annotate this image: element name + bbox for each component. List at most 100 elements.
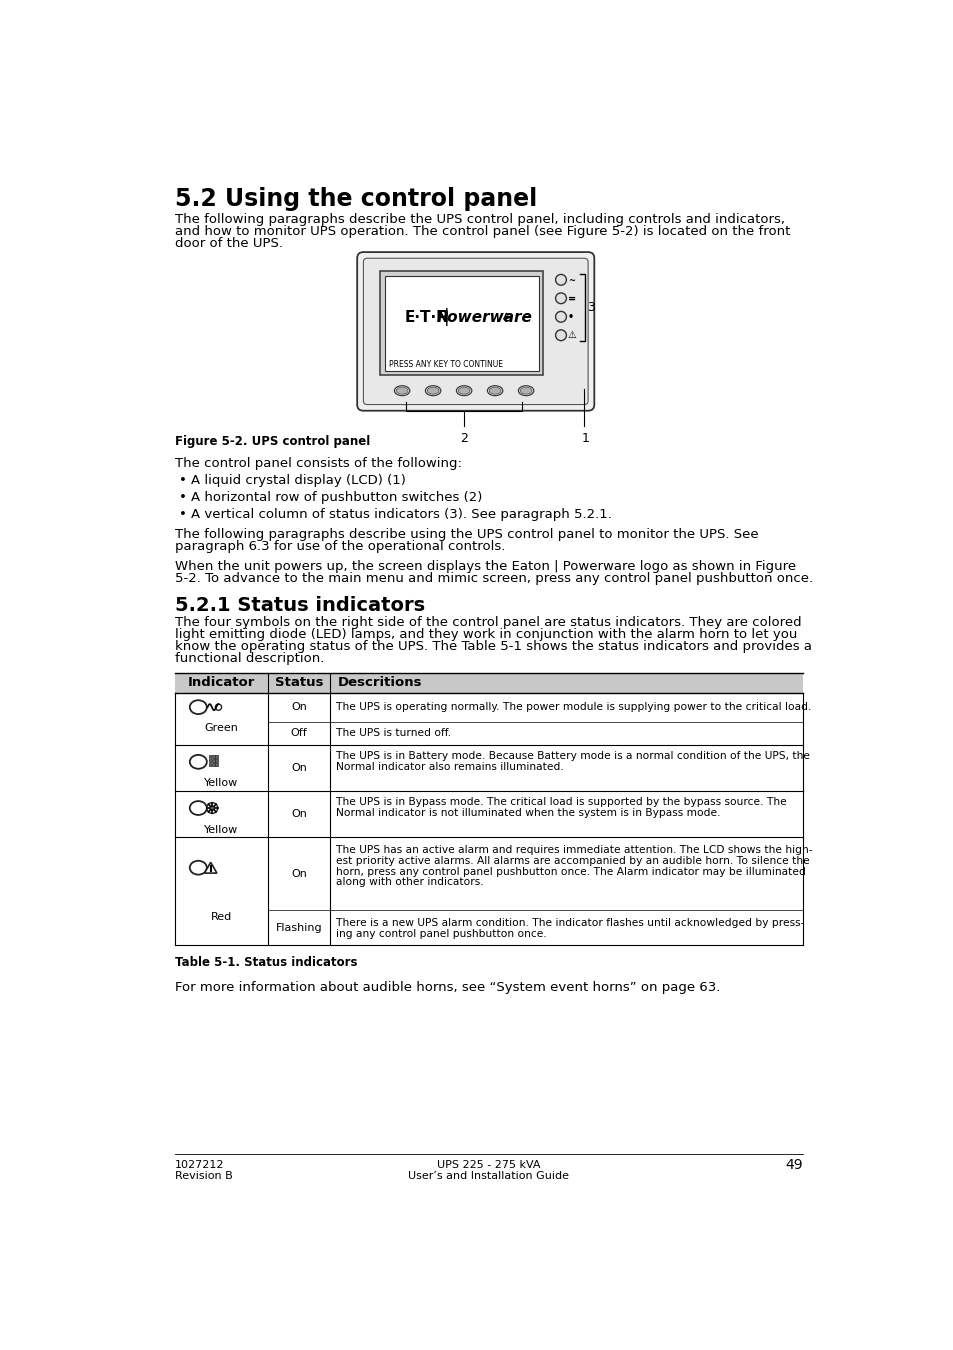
Text: •: •: [179, 474, 187, 487]
Text: The UPS has an active alarm and requires immediate attention. The LCD shows the : The UPS has an active alarm and requires…: [335, 845, 812, 855]
Ellipse shape: [394, 386, 410, 396]
Circle shape: [215, 705, 221, 710]
Text: Flashing: Flashing: [275, 923, 322, 933]
Text: Powerware: Powerware: [436, 309, 533, 324]
Text: The UPS is in Bypass mode. The critical load is supported by the bypass source. : The UPS is in Bypass mode. The critical …: [335, 796, 786, 807]
Ellipse shape: [489, 387, 500, 394]
Text: Indicator: Indicator: [188, 676, 255, 688]
Bar: [212, 763, 214, 765]
Text: 49: 49: [784, 1157, 802, 1172]
Bar: [385, 275, 537, 371]
Text: =: =: [567, 293, 576, 304]
Text: 2: 2: [459, 432, 468, 446]
Text: The following paragraphs describe using the UPS control panel to monitor the UPS: The following paragraphs describe using …: [174, 528, 758, 541]
Text: The following paragraphs describe the UPS control panel, including controls and : The following paragraphs describe the UP…: [174, 213, 784, 225]
Text: 1: 1: [581, 432, 589, 446]
Text: 5.2.1 Status indicators: 5.2.1 Status indicators: [174, 595, 425, 614]
Ellipse shape: [190, 755, 207, 768]
Ellipse shape: [190, 801, 207, 815]
Text: A horizontal row of pushbutton switches (2): A horizontal row of pushbutton switches …: [191, 491, 481, 504]
Text: A vertical column of status indicators (3). See paragraph 5.2.1.: A vertical column of status indicators (…: [191, 508, 611, 521]
Text: The control panel consists of the following:: The control panel consists of the follow…: [174, 456, 461, 470]
Circle shape: [555, 293, 566, 304]
Text: Yellow: Yellow: [204, 779, 238, 788]
Ellipse shape: [190, 701, 207, 714]
Bar: [212, 755, 214, 757]
Text: along with other indicators.: along with other indicators.: [335, 878, 483, 887]
Text: ⚠: ⚠: [567, 331, 577, 340]
Text: 5-2. To advance to the main menu and mimic screen, press any control panel pushb: 5-2. To advance to the main menu and mim…: [174, 572, 812, 586]
Text: UPS 225 - 275 kVA: UPS 225 - 275 kVA: [436, 1160, 540, 1170]
Bar: [209, 755, 212, 757]
Text: •: •: [179, 508, 187, 521]
FancyBboxPatch shape: [356, 252, 594, 410]
Text: PRESS ANY KEY TO CONTINUE: PRESS ANY KEY TO CONTINUE: [389, 360, 503, 369]
Text: On: On: [291, 763, 307, 774]
Text: know the operating status of the UPS. The Table 5-1 shows the status indicators : know the operating status of the UPS. Th…: [174, 640, 811, 653]
Text: est priority active alarms. All alarms are accompanied by an audible horn. To si: est priority active alarms. All alarms a…: [335, 856, 809, 865]
Text: Descritions: Descritions: [337, 676, 422, 688]
Ellipse shape: [487, 386, 502, 396]
Text: There is a new UPS alarm condition. The indicator flashes until acknowledged by : There is a new UPS alarm condition. The …: [335, 918, 804, 929]
Bar: [209, 759, 212, 761]
Circle shape: [555, 274, 566, 285]
Text: 3: 3: [587, 301, 595, 315]
Circle shape: [555, 312, 566, 323]
Circle shape: [207, 803, 217, 814]
Text: •: •: [179, 491, 187, 504]
Ellipse shape: [456, 386, 472, 396]
Bar: [215, 755, 217, 757]
Text: Green: Green: [204, 724, 238, 733]
Text: On: On: [291, 702, 307, 713]
Text: The UPS is operating normally. The power module is supplying power to the critic: The UPS is operating normally. The power…: [335, 702, 811, 713]
Text: On: On: [291, 809, 307, 819]
Text: door of the UPS.: door of the UPS.: [174, 238, 283, 251]
Ellipse shape: [427, 387, 438, 394]
Text: E·T·N: E·T·N: [404, 309, 449, 324]
Text: Normal indicator also remains illuminated.: Normal indicator also remains illuminate…: [335, 763, 563, 772]
Text: Normal indicator is not illuminated when the system is in Bypass mode.: Normal indicator is not illuminated when…: [335, 809, 720, 818]
Text: When the unit powers up, the screen displays the Eaton | Powerware logo as shown: When the unit powers up, the screen disp…: [174, 560, 796, 574]
Circle shape: [555, 329, 566, 340]
Text: ~: ~: [567, 275, 575, 285]
Circle shape: [210, 806, 214, 810]
Bar: [174, 672, 802, 693]
FancyBboxPatch shape: [363, 258, 587, 405]
Text: The UPS is turned off.: The UPS is turned off.: [335, 729, 451, 738]
Bar: [380, 271, 542, 375]
Polygon shape: [204, 863, 216, 873]
Bar: [209, 763, 212, 765]
Bar: [215, 759, 217, 761]
Text: Off: Off: [291, 729, 307, 738]
Bar: [212, 759, 214, 761]
Text: The UPS is in Battery mode. Because Battery mode is a normal condition of the UP: The UPS is in Battery mode. Because Batt…: [335, 751, 809, 760]
Text: Red: Red: [211, 911, 232, 922]
Text: 5.2 Using the control panel: 5.2 Using the control panel: [174, 186, 537, 211]
Ellipse shape: [457, 387, 470, 394]
Text: functional description.: functional description.: [174, 652, 324, 666]
Text: 1027212: 1027212: [174, 1160, 224, 1170]
Text: A liquid crystal display (LCD) (1): A liquid crystal display (LCD) (1): [191, 474, 405, 487]
Ellipse shape: [190, 861, 207, 875]
Text: Status: Status: [274, 676, 323, 688]
Ellipse shape: [395, 387, 408, 394]
Bar: [215, 763, 217, 765]
Text: and how to monitor UPS operation. The control panel (see Figure 5-2) is located : and how to monitor UPS operation. The co…: [174, 225, 790, 238]
Text: Yellow: Yellow: [204, 825, 238, 834]
Text: •: •: [567, 312, 574, 321]
Ellipse shape: [519, 387, 532, 394]
Text: For more information about audible horns, see “System event horns” on page 63.: For more information about audible horns…: [174, 980, 720, 994]
Text: User’s and Installation Guide: User’s and Installation Guide: [408, 1170, 569, 1181]
Text: horn, press any control panel pushbutton once. The Alarm indicator may be illumi: horn, press any control panel pushbutton…: [335, 867, 805, 876]
Text: On: On: [291, 869, 307, 879]
Ellipse shape: [517, 386, 534, 396]
Text: Figure 5-2. UPS control panel: Figure 5-2. UPS control panel: [174, 435, 370, 448]
Text: ing any control panel pushbutton once.: ing any control panel pushbutton once.: [335, 929, 546, 938]
Text: The four symbols on the right side of the control panel are status indicators. T: The four symbols on the right side of th…: [174, 616, 801, 629]
Text: |: |: [443, 308, 449, 327]
Text: Revision B: Revision B: [174, 1170, 233, 1181]
Text: Table 5-1. Status indicators: Table 5-1. Status indicators: [174, 956, 357, 969]
Text: light emitting diode (LED) lamps, and they work in conjunction with the alarm ho: light emitting diode (LED) lamps, and th…: [174, 628, 797, 641]
Ellipse shape: [425, 386, 440, 396]
Text: paragraph 6.3 for use of the operational controls.: paragraph 6.3 for use of the operational…: [174, 540, 505, 553]
